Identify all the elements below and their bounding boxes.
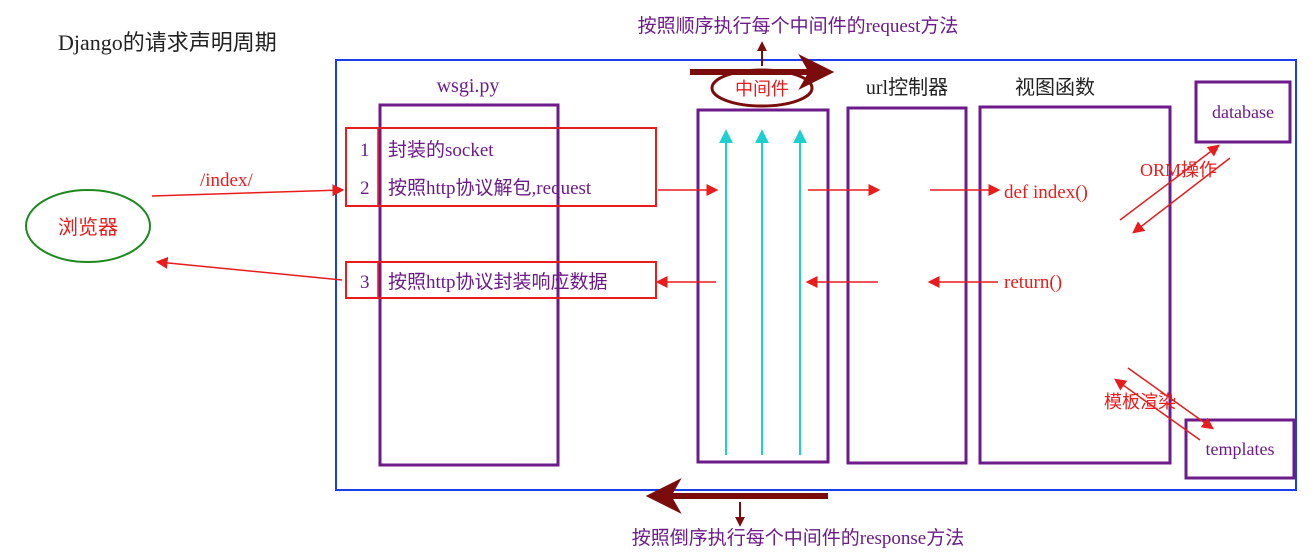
diagram-title: Django的请求声明周期 [58,30,277,55]
browser-label: 浏览器 [58,216,118,239]
render-label: 模板渲染 [1104,392,1176,412]
django-request-lifecycle-diagram: Django的请求声明周期 浏览器 wsgi.py 1 封装的socket 2 … [0,0,1316,552]
wsgi-step-1-text: 封装的socket [388,139,494,161]
wsgi-step-3-idx: 3 [360,272,370,293]
wsgi-label: wsgi.py [437,75,500,97]
middleware-label: 中间件 [735,79,789,99]
view-label: 视图函数 [1015,76,1095,99]
wsgi-step-1-idx: 1 [360,140,370,161]
url-box [848,108,966,463]
bottom-annotation: 按照倒序执行每个中间件的response方法 [632,527,964,549]
wsgi-step-3-text: 按照http协议封装响应数据 [388,271,608,293]
orm-label: ORM操作 [1140,160,1217,180]
templates-label: templates [1206,439,1275,459]
top-annotation: 按照顺序执行每个中间件的request方法 [638,15,959,37]
def-index: def index() [1004,182,1088,203]
wsgi-step-2-text: 按照http协议解包,request [388,177,592,199]
database-label: database [1212,102,1274,122]
url-label: url控制器 [866,76,948,99]
return: return() [1004,272,1062,293]
arrow-wsgi-to-browser [158,262,342,280]
index-path: /index/ [200,170,253,191]
wsgi-step-2-idx: 2 [360,178,370,199]
